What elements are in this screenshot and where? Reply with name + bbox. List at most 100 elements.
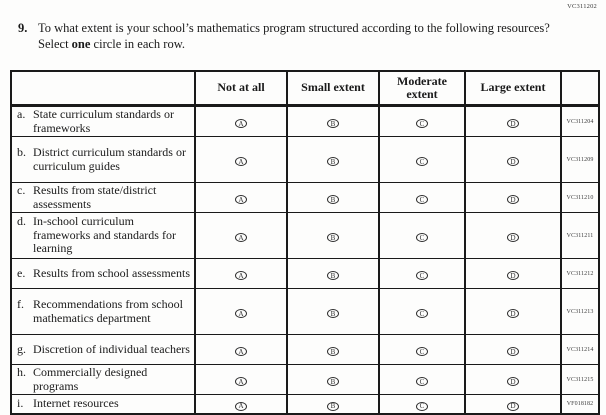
answer-bubble-small-extent[interactable]: B	[327, 157, 339, 166]
small-extent-cell: B	[286, 258, 380, 289]
large-extent-cell: D	[464, 334, 562, 365]
row-label: Discretion of individual teachers	[33, 341, 190, 356]
column-header-large-extent: Large extent	[464, 70, 562, 107]
large-extent-cell: D	[464, 212, 562, 259]
answer-bubble-not-at-all[interactable]: A	[235, 157, 247, 166]
row-letter: f.	[17, 297, 24, 311]
answer-bubble-small-extent[interactable]: B	[327, 401, 339, 411]
row-label: In-school curriculum frameworks and stan…	[33, 214, 176, 256]
column-header-moderate-extent: Moderate extent	[378, 70, 466, 107]
small-extent-cell: B	[286, 105, 380, 137]
answer-bubble-moderate-extent[interactable]: C	[416, 195, 428, 204]
moderate-extent-cell: C	[378, 182, 466, 213]
row-label: Results from school assessments	[33, 265, 190, 280]
question-text-end: circle in each row.	[90, 36, 186, 51]
answer-bubble-small-extent[interactable]: B	[327, 119, 339, 128]
row-code: VC311213	[560, 288, 600, 335]
answer-bubble-large-extent[interactable]: D	[507, 195, 519, 204]
answer-bubble-small-extent[interactable]: B	[327, 271, 339, 280]
question-text: To what extent is your school’s mathemat…	[38, 21, 573, 52]
answer-bubble-moderate-extent[interactable]: C	[416, 377, 428, 386]
answer-bubble-moderate-extent[interactable]: C	[416, 347, 428, 356]
large-extent-cell: D	[464, 394, 562, 415]
row-code: VC311209	[560, 136, 600, 183]
not-at-all-cell: A	[194, 212, 288, 259]
table-row: i. Internet resources A B C D VF018182	[10, 394, 600, 415]
answer-bubble-not-at-all[interactable]: A	[235, 401, 247, 411]
table-row: d. In-school curriculum frameworks and st…	[10, 212, 600, 259]
row-code: VC311214	[560, 334, 600, 365]
small-extent-cell: B	[286, 136, 380, 183]
moderate-extent-cell: C	[378, 136, 466, 183]
answer-bubble-large-extent[interactable]: D	[507, 401, 519, 411]
not-at-all-cell: A	[194, 136, 288, 183]
header-blank-cell	[10, 70, 196, 107]
resource-label-cell: a. State curriculum standards or framewor…	[10, 105, 196, 137]
answer-bubble-not-at-all[interactable]: A	[235, 233, 247, 242]
answer-bubble-moderate-extent[interactable]: C	[416, 309, 428, 318]
answer-bubble-not-at-all[interactable]: A	[235, 271, 247, 280]
row-code: VC311210	[560, 182, 600, 213]
table-row: c. Results from state/district assessment…	[10, 182, 600, 213]
moderate-extent-cell: C	[378, 105, 466, 137]
moderate-extent-cell: C	[378, 212, 466, 259]
row-code: VC311215	[560, 364, 600, 395]
answer-bubble-large-extent[interactable]: D	[507, 157, 519, 166]
header-row: Not at all Small extent Moderate extent …	[10, 70, 600, 107]
question-number: 9.	[18, 21, 28, 35]
answer-bubble-not-at-all[interactable]: A	[235, 377, 247, 386]
column-header-not-at-all: Not at all	[194, 70, 288, 107]
answer-bubble-small-extent[interactable]: B	[327, 233, 339, 242]
not-at-all-cell: A	[194, 105, 288, 137]
answer-bubble-moderate-extent[interactable]: C	[416, 271, 428, 280]
small-extent-cell: B	[286, 288, 380, 335]
small-extent-cell: B	[286, 394, 380, 415]
question-block: 9. To what extent is your school’s mathe…	[18, 21, 573, 52]
question-bold-word: one	[71, 36, 91, 51]
moderate-extent-cell: C	[378, 364, 466, 395]
row-label: District curriculum standards or curricu…	[33, 145, 186, 173]
answer-bubble-small-extent[interactable]: B	[327, 377, 339, 386]
row-letter: e.	[17, 265, 26, 280]
page-form-code: VC311202	[567, 3, 597, 10]
row-code: VC311204	[560, 105, 600, 137]
answer-bubble-large-extent[interactable]: D	[507, 309, 519, 318]
answer-bubble-not-at-all[interactable]: A	[235, 309, 247, 318]
moderate-extent-cell: C	[378, 258, 466, 289]
answer-bubble-moderate-extent[interactable]: C	[416, 401, 428, 411]
table-row: h. Commercially designed programs A B C D…	[10, 364, 600, 395]
answer-bubble-not-at-all[interactable]: A	[235, 119, 247, 128]
moderate-extent-cell: C	[378, 288, 466, 335]
large-extent-cell: D	[464, 136, 562, 183]
answer-bubble-large-extent[interactable]: D	[507, 347, 519, 356]
not-at-all-cell: A	[194, 288, 288, 335]
resource-label-cell: g. Discretion of individual teachers	[10, 334, 196, 365]
answer-bubble-large-extent[interactable]: D	[507, 119, 519, 128]
large-extent-cell: D	[464, 258, 562, 289]
row-label: Commercially designed programs	[33, 365, 148, 393]
large-extent-cell: D	[464, 105, 562, 137]
resource-label-cell: d. In-school curriculum frameworks and st…	[10, 212, 196, 259]
answer-bubble-not-at-all[interactable]: A	[235, 195, 247, 204]
answer-bubble-large-extent[interactable]: D	[507, 233, 519, 242]
answer-bubble-moderate-extent[interactable]: C	[416, 119, 428, 128]
answer-bubble-large-extent[interactable]: D	[507, 377, 519, 386]
table-row: g. Discretion of individual teachers A B …	[10, 334, 600, 365]
row-letter: b.	[17, 145, 26, 159]
answer-bubble-small-extent[interactable]: B	[327, 309, 339, 318]
row-code: VC311211	[560, 212, 600, 259]
answer-bubble-moderate-extent[interactable]: C	[416, 157, 428, 166]
table-row: a. State curriculum standards or framewor…	[10, 105, 600, 137]
answer-bubble-not-at-all[interactable]: A	[235, 347, 247, 356]
row-label: Internet resources	[33, 396, 119, 411]
small-extent-cell: B	[286, 182, 380, 213]
answer-bubble-small-extent[interactable]: B	[327, 347, 339, 356]
not-at-all-cell: A	[194, 258, 288, 289]
answer-bubble-small-extent[interactable]: B	[327, 195, 339, 204]
large-extent-cell: D	[464, 364, 562, 395]
row-letter: c.	[17, 183, 26, 197]
answer-bubble-moderate-extent[interactable]: C	[416, 233, 428, 242]
row-label: Recommendations from school mathematics …	[33, 297, 183, 325]
answer-bubble-large-extent[interactable]: D	[507, 271, 519, 280]
